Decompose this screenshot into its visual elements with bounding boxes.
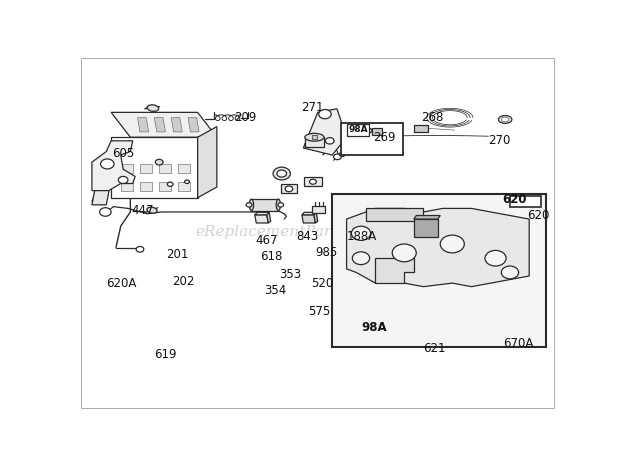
Circle shape bbox=[100, 208, 111, 216]
Polygon shape bbox=[140, 182, 152, 191]
Polygon shape bbox=[171, 118, 182, 132]
Polygon shape bbox=[414, 215, 440, 219]
Polygon shape bbox=[414, 219, 438, 237]
Circle shape bbox=[326, 138, 334, 144]
Text: 98A: 98A bbox=[348, 125, 368, 134]
Text: 620: 620 bbox=[527, 209, 549, 222]
Polygon shape bbox=[198, 127, 217, 198]
Circle shape bbox=[352, 226, 371, 240]
Circle shape bbox=[246, 203, 252, 207]
Text: 271: 271 bbox=[301, 101, 324, 114]
Text: 575: 575 bbox=[308, 305, 330, 318]
Polygon shape bbox=[364, 128, 373, 135]
Polygon shape bbox=[92, 180, 111, 205]
Polygon shape bbox=[111, 137, 198, 198]
Polygon shape bbox=[179, 182, 190, 191]
Polygon shape bbox=[366, 208, 423, 221]
Circle shape bbox=[277, 170, 286, 177]
Polygon shape bbox=[414, 125, 428, 132]
Text: 605: 605 bbox=[112, 147, 135, 160]
Bar bbox=[311, 135, 317, 140]
Circle shape bbox=[118, 176, 128, 183]
Text: 467: 467 bbox=[255, 234, 278, 247]
Polygon shape bbox=[154, 118, 166, 132]
Polygon shape bbox=[367, 241, 380, 248]
Circle shape bbox=[319, 109, 331, 119]
Text: 619: 619 bbox=[154, 348, 177, 361]
Polygon shape bbox=[159, 182, 171, 191]
Circle shape bbox=[392, 244, 416, 262]
Text: 620A: 620A bbox=[107, 277, 136, 290]
Ellipse shape bbox=[147, 207, 157, 213]
Bar bbox=[312, 206, 326, 213]
Text: 201: 201 bbox=[166, 248, 188, 261]
Text: 618: 618 bbox=[260, 250, 283, 263]
Circle shape bbox=[156, 159, 163, 165]
Text: 188A: 188A bbox=[347, 231, 377, 243]
Text: 621: 621 bbox=[423, 342, 446, 355]
Text: 268: 268 bbox=[421, 111, 443, 124]
Text: 843: 843 bbox=[296, 231, 319, 243]
Text: 985: 985 bbox=[316, 246, 338, 259]
Circle shape bbox=[285, 186, 293, 192]
Ellipse shape bbox=[249, 199, 254, 211]
Polygon shape bbox=[376, 258, 414, 283]
Text: 209: 209 bbox=[234, 111, 256, 124]
Bar bbox=[332, 194, 546, 347]
Circle shape bbox=[185, 180, 190, 183]
Circle shape bbox=[100, 159, 114, 169]
Bar bbox=[304, 177, 322, 186]
Polygon shape bbox=[302, 215, 316, 223]
Text: 269: 269 bbox=[373, 131, 396, 144]
Polygon shape bbox=[255, 213, 269, 215]
Circle shape bbox=[485, 250, 506, 266]
Polygon shape bbox=[159, 164, 171, 173]
Circle shape bbox=[309, 179, 316, 184]
Bar bbox=[305, 137, 324, 147]
Polygon shape bbox=[140, 164, 152, 173]
Ellipse shape bbox=[305, 134, 324, 141]
Polygon shape bbox=[138, 118, 149, 132]
Text: 447: 447 bbox=[132, 204, 154, 217]
Circle shape bbox=[352, 252, 370, 265]
Circle shape bbox=[167, 182, 173, 186]
Polygon shape bbox=[121, 164, 133, 173]
Polygon shape bbox=[188, 118, 199, 132]
Polygon shape bbox=[267, 213, 271, 223]
Text: 202: 202 bbox=[172, 275, 195, 288]
Polygon shape bbox=[314, 213, 317, 223]
Circle shape bbox=[273, 167, 290, 180]
Circle shape bbox=[339, 152, 345, 157]
Circle shape bbox=[136, 246, 144, 252]
Circle shape bbox=[502, 266, 518, 279]
Text: 270: 270 bbox=[489, 134, 511, 147]
Ellipse shape bbox=[276, 199, 280, 211]
Polygon shape bbox=[121, 182, 133, 191]
Text: 353: 353 bbox=[279, 267, 301, 281]
Text: 354: 354 bbox=[264, 284, 286, 297]
Ellipse shape bbox=[502, 117, 509, 122]
Polygon shape bbox=[255, 215, 268, 223]
Text: 520: 520 bbox=[311, 277, 334, 290]
Circle shape bbox=[440, 235, 464, 253]
Polygon shape bbox=[179, 164, 190, 173]
Bar bbox=[510, 195, 541, 207]
Ellipse shape bbox=[498, 116, 512, 123]
Text: 670A: 670A bbox=[503, 337, 533, 350]
Bar bbox=[341, 123, 403, 155]
Ellipse shape bbox=[148, 105, 159, 111]
Polygon shape bbox=[302, 213, 316, 215]
Polygon shape bbox=[92, 141, 135, 191]
Circle shape bbox=[334, 154, 341, 160]
Polygon shape bbox=[111, 112, 217, 137]
Text: eReplacementParts.com: eReplacementParts.com bbox=[195, 225, 383, 238]
Bar bbox=[252, 199, 278, 211]
Polygon shape bbox=[347, 208, 529, 286]
Text: 98A: 98A bbox=[361, 321, 387, 334]
Text: 620: 620 bbox=[502, 193, 527, 206]
Circle shape bbox=[278, 203, 283, 207]
Polygon shape bbox=[303, 109, 347, 155]
Bar bbox=[281, 184, 296, 194]
Polygon shape bbox=[371, 128, 382, 135]
